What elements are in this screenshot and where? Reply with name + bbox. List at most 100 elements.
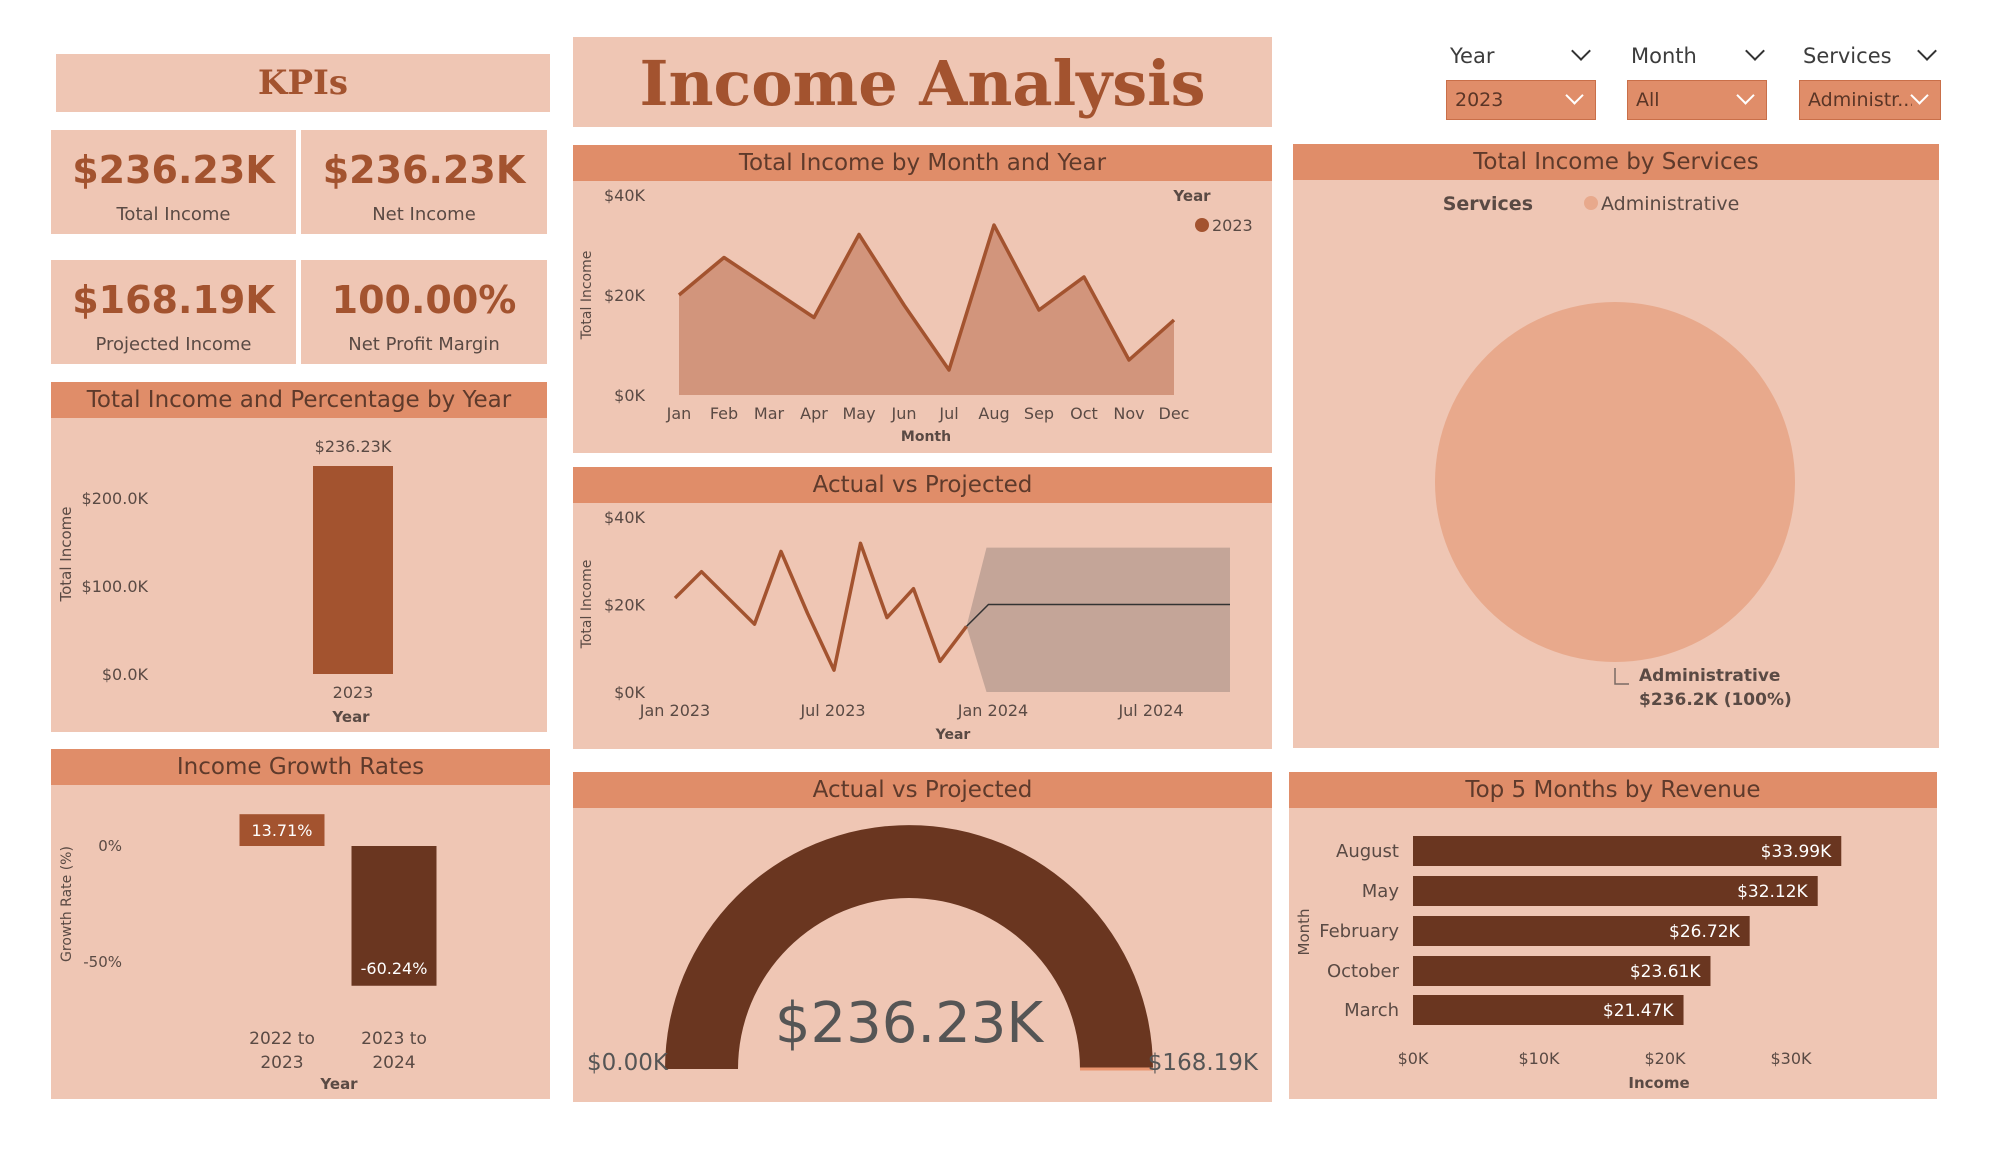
bar [313, 466, 393, 674]
forecast-band [966, 547, 1230, 692]
y-tick-label: October [1327, 961, 1400, 982]
slicer-value: All [1636, 89, 1660, 111]
slicer-dropdown[interactable]: 2023 [1446, 80, 1596, 120]
bar [1413, 916, 1750, 946]
legend-title: Year [1172, 187, 1211, 205]
kpi-label: Projected Income [95, 334, 252, 355]
legend-label: 2023 [1212, 216, 1253, 235]
y-axis-label: Total Income [57, 507, 75, 603]
x-axis-label: Income [1628, 1074, 1689, 1092]
actual-vs-projected-line-panel: Actual vs Projected $0K $20K $40K Total Inc… [573, 467, 1272, 749]
income-by-services-chart: Services Administrative Administrative $236… [1435, 193, 1795, 710]
kpi-label: Total Income [116, 204, 231, 225]
gauge-value: $236.23K [775, 991, 1045, 1056]
y-axis-label: Month [1295, 908, 1313, 955]
data-label: -60.24% [361, 959, 428, 978]
slicer-dropdown[interactable]: All [1627, 80, 1767, 120]
y-tick-label: $20K [604, 286, 646, 305]
data-label-value: $236.2K (100%) [1639, 690, 1792, 710]
forecast-line [965, 603, 1230, 627]
x-tick-label: Jul 2023 [799, 701, 865, 720]
top5-months-chart: $33.99K August $32.12K May $26.72K February $2… [1295, 836, 1842, 1092]
chevron-down-icon[interactable] [1745, 41, 1765, 61]
kpi-label: Net Profit Margin [348, 334, 500, 355]
slicer-label: Month [1631, 44, 1697, 68]
data-label: $32.12K [1737, 882, 1808, 902]
data-label: $26.72K [1669, 922, 1740, 942]
y-tick-label: $0K [614, 386, 645, 405]
x-tick-label: Feb [710, 404, 738, 423]
x-tick-label: Jul 2024 [1117, 701, 1183, 720]
growth-rates-panel: Income Growth Rates 0% -50% Growth Rate (%… [51, 749, 550, 1099]
kpi-card-total-income: $236.23K Total Income [51, 130, 296, 234]
kpi-label: Net Income [372, 204, 476, 225]
chevron-down-icon[interactable] [1917, 41, 1937, 61]
income-by-month-chart: $0K $20K $40K Total Income Jan Feb Mar Apr May Ju… [579, 186, 1253, 445]
y-axis-label: Total Income [579, 560, 595, 650]
x-tick-label: Sep [1024, 404, 1054, 423]
legend-title: Services [1443, 193, 1533, 215]
x-tick-label: 2022 to [249, 1029, 315, 1049]
gauge-panel: Actual vs Projected $236.23K $0.00K $168.1… [573, 772, 1272, 1102]
x-tick-label: $10K [1518, 1049, 1560, 1068]
y-tick-label: $20K [604, 596, 646, 615]
panel-title: Actual vs Projected [573, 467, 1272, 503]
y-tick-label: $40K [604, 508, 646, 527]
y-tick-label: May [1362, 881, 1400, 902]
y-tick-label: March [1344, 1000, 1399, 1021]
panel-title: Total Income by Month and Year [573, 145, 1272, 181]
y-tick-label: 0% [98, 837, 122, 855]
legend-marker [1195, 218, 1209, 232]
slicer-value: Administr... [1808, 89, 1912, 111]
kpi-value: $236.23K [322, 148, 526, 192]
page-title: Income Analysis [573, 37, 1272, 127]
slicer-dropdown[interactable]: Administr... [1799, 80, 1941, 120]
leader-line [1614, 668, 1629, 685]
top5-months-panel: Top 5 Months by Revenue $33.99K August $32… [1289, 772, 1937, 1099]
y-tick-label: $40K [604, 186, 646, 205]
gauge-target-label: $168.19K [1148, 1050, 1259, 1076]
x-tick-label: May [842, 404, 875, 423]
x-tick-label: Jan [666, 404, 692, 423]
x-tick-label: Dec [1159, 404, 1190, 423]
kpi-value: $236.23K [72, 148, 275, 192]
slicer-value: 2023 [1455, 89, 1504, 111]
x-tick-label: $20K [1644, 1049, 1686, 1068]
x-tick-label: $30K [1770, 1049, 1812, 1068]
y-tick-label: $0K [614, 683, 645, 702]
data-label: $23.61K [1630, 962, 1701, 982]
x-tick-label: Oct [1070, 404, 1098, 423]
y-tick-label: $100.0K [82, 577, 149, 596]
x-axis-label: Year [331, 708, 370, 726]
kpi-card-net-profit-margin: 100.00% Net Profit Margin [301, 260, 547, 364]
series-line-2023 [677, 223, 1176, 372]
slicer-label: Services [1803, 44, 1892, 68]
bar [1413, 876, 1818, 906]
area-fill [679, 225, 1174, 395]
x-tick-label: Nov [1113, 404, 1144, 423]
bar [1413, 836, 1842, 866]
x-tick-label: Jan 2024 [957, 701, 1028, 720]
chevron-down-icon [1565, 86, 1584, 105]
legend-marker [1584, 196, 1598, 210]
actual-vs-projected-line-chart: $0K $20K $40K Total Income Jan 2023 Jul 2023 J… [579, 508, 1230, 743]
panel-title: Income Growth Rates [51, 749, 550, 785]
x-tick-label: $0K [1398, 1049, 1429, 1068]
x-axis-label: Year [319, 1075, 358, 1093]
x-tick-label: 2023 [333, 683, 374, 702]
growth-rates-chart: 0% -50% Growth Rate (%) 13.71% 2022 to 2023 -6… [59, 814, 437, 1093]
kpi-title: KPIs [56, 54, 550, 112]
data-label: 13.71% [251, 821, 312, 840]
chevron-down-icon[interactable] [1571, 41, 1591, 61]
chevron-down-icon [1736, 86, 1755, 105]
panel-title: Top 5 Months by Revenue [1289, 772, 1937, 808]
x-axis-label: Year [935, 727, 971, 743]
y-tick-label: $0.0K [102, 665, 149, 684]
legend-label: Administrative [1601, 193, 1739, 215]
x-axis-label: Month [901, 429, 951, 445]
x-tick-label: Aug [978, 404, 1009, 423]
panel-title: Total Income by Services [1293, 144, 1939, 180]
data-label: $33.99K [1761, 842, 1832, 862]
pie-slice [1435, 302, 1795, 662]
y-axis-label: Growth Rate (%) [59, 846, 75, 962]
